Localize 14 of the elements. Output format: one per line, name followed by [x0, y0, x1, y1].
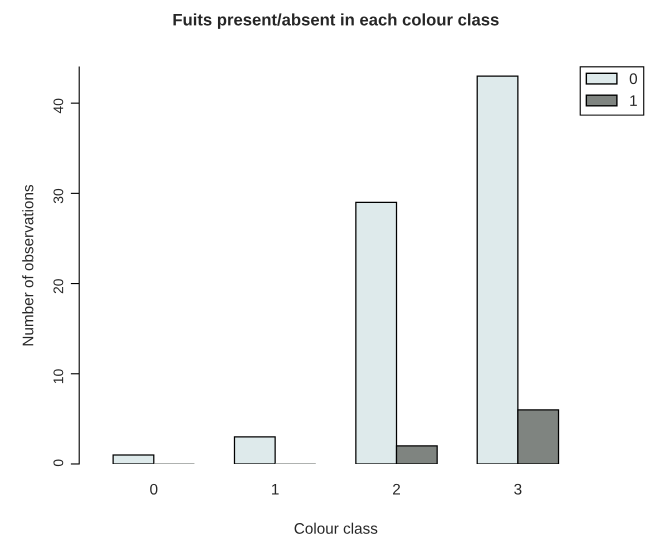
- x-tick-label: 2: [393, 484, 400, 494]
- y-tick-label: 30: [53, 188, 64, 204]
- y-tick-label: 10: [53, 369, 64, 384]
- y-tick-label: 20: [53, 279, 64, 294]
- y-tick-label: 40: [53, 98, 64, 114]
- legend-label: 1: [630, 95, 637, 106]
- y-tick-label: 0: [53, 459, 64, 466]
- chart-title: Fuits present/absent in each colour class: [173, 13, 499, 29]
- x-tick-label: 0: [150, 484, 158, 495]
- x-tick-label: 1: [272, 484, 279, 494]
- legend-label: 0: [630, 73, 638, 84]
- x-tick-label: 3: [514, 484, 522, 495]
- y-axis-title: Number of observations: [22, 184, 34, 346]
- x-axis-title: Colour class: [294, 522, 378, 534]
